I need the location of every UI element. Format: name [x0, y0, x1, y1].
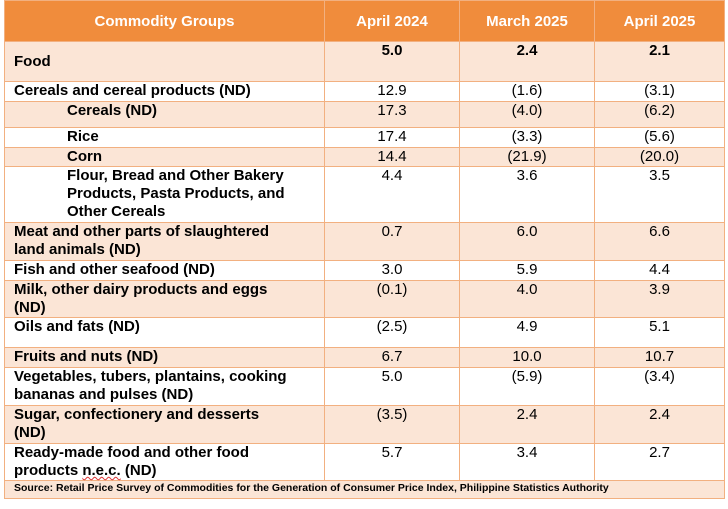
table-row: Ready-made food and other food products … [4, 443, 725, 481]
header-commodity-groups: Commodity Groups [4, 0, 325, 42]
cell-april-2024: 5.0 [324, 41, 460, 82]
table-row: Oils and fats (ND) (2.5) 4.9 5.1 [4, 317, 725, 348]
row-label: Rice [4, 127, 325, 148]
table-row: Milk, other dairy products and eggs (ND)… [4, 280, 725, 318]
row-label: Food [4, 41, 325, 82]
commodity-table-container: Commodity Groups April 2024 March 2025 A… [4, 0, 725, 499]
source-note: Source: Retail Price Survey of Commoditi… [4, 480, 725, 499]
row-label: Cereals and cereal products (ND) [4, 81, 325, 102]
source-row: Source: Retail Price Survey of Commoditi… [4, 480, 725, 499]
cell-april-2024: (3.5) [324, 405, 460, 444]
cell-april-2024: 6.7 [324, 347, 460, 368]
cell-march-2025: 4.9 [459, 317, 595, 348]
cell-april-2025: 4.4 [594, 260, 725, 281]
row-label: Ready-made food and other food products … [4, 443, 325, 481]
row-label: Vegetables, tubers, plantains, cooking b… [4, 367, 325, 406]
cell-april-2024: 5.0 [324, 367, 460, 406]
cell-april-2025: 3.5 [594, 166, 725, 223]
table-row: Rice 17.4 (3.3) (5.6) [4, 127, 725, 148]
header-april-2025: April 2025 [594, 0, 725, 42]
cell-april-2025: (3.1) [594, 81, 725, 102]
cell-march-2025: (4.0) [459, 101, 595, 128]
row-label-line: Products, Pasta Products, and [67, 185, 285, 202]
row-label-line: Vegetables, tubers, plantains, cooking [14, 368, 287, 385]
cell-april-2024: 17.3 [324, 101, 460, 128]
cell-april-2025: 10.7 [594, 347, 725, 368]
cell-march-2025: 10.0 [459, 347, 595, 368]
cell-april-2025: (20.0) [594, 147, 725, 167]
row-label-line: Meat and other parts of slaughtered [14, 223, 270, 240]
row-label: Corn [4, 147, 325, 167]
table-row: Fruits and nuts (ND) 6.7 10.0 10.7 [4, 347, 725, 368]
row-label: Meat and other parts of slaughtered land… [4, 222, 325, 261]
row-label: Flour, Bread and Other Bakery Products, … [4, 166, 325, 223]
cell-april-2024: 5.7 [324, 443, 460, 481]
row-label-line: land animals (ND) [14, 241, 141, 258]
cell-march-2025: (1.6) [459, 81, 595, 102]
table-row: Vegetables, tubers, plantains, cooking b… [4, 367, 725, 406]
cell-april-2025: 2.4 [594, 405, 725, 444]
header-april-2024: April 2024 [324, 0, 460, 42]
cell-april-2025: 2.7 [594, 443, 725, 481]
row-label-abbrev: n.e.c. [82, 462, 121, 479]
cell-april-2024: 4.4 [324, 166, 460, 223]
row-label: Sugar, confectionery and desserts (ND) [4, 405, 325, 444]
row-label-line: Flour, Bread and Other Bakery [67, 167, 284, 184]
table-row: Flour, Bread and Other Bakery Products, … [4, 166, 725, 223]
cell-april-2024: 14.4 [324, 147, 460, 167]
cell-march-2025: 6.0 [459, 222, 595, 261]
cell-march-2025: (21.9) [459, 147, 595, 167]
row-label: Fruits and nuts (ND) [4, 347, 325, 368]
row-label-line: Ready-made food and other food [14, 444, 250, 461]
cell-april-2025: 3.9 [594, 280, 725, 318]
table-row: Cereals (ND) 17.3 (4.0) (6.2) [4, 101, 725, 128]
row-label: Fish and other seafood (ND) [4, 260, 325, 281]
row-label-line: Milk, other dairy products and eggs [14, 281, 268, 298]
row-label: Milk, other dairy products and eggs (ND) [4, 280, 325, 318]
header-march-2025: March 2025 [459, 0, 595, 42]
row-label-line: (ND) [14, 299, 46, 316]
cell-march-2025: 2.4 [459, 41, 595, 82]
cell-april-2024: (0.1) [324, 280, 460, 318]
cell-april-2024: 12.9 [324, 81, 460, 102]
row-label-line: Sugar, confectionery and desserts [14, 406, 260, 423]
cell-april-2024: 17.4 [324, 127, 460, 148]
cell-march-2025: (5.9) [459, 367, 595, 406]
cell-april-2025: 5.1 [594, 317, 725, 348]
cell-april-2025: (5.6) [594, 127, 725, 148]
row-label-line: Other Cereals [67, 203, 166, 220]
row-label: Cereals (ND) [4, 101, 325, 128]
row-label-line: (ND) [14, 424, 46, 441]
cell-march-2025: 3.6 [459, 166, 595, 223]
cell-april-2025: 2.1 [594, 41, 725, 82]
row-label-line: (ND) [120, 462, 157, 479]
cell-april-2024: 3.0 [324, 260, 460, 281]
cell-april-2025: (3.4) [594, 367, 725, 406]
cell-march-2025: 5.9 [459, 260, 595, 281]
cell-march-2025: 3.4 [459, 443, 595, 481]
table-row: Fish and other seafood (ND) 3.0 5.9 4.4 [4, 260, 725, 281]
cell-april-2025: 6.6 [594, 222, 725, 261]
cell-march-2025: (3.3) [459, 127, 595, 148]
table-row: Cereals and cereal products (ND) 12.9 (1… [4, 81, 725, 102]
cell-march-2025: 4.0 [459, 280, 595, 318]
cell-april-2024: (2.5) [324, 317, 460, 348]
cell-march-2025: 2.4 [459, 405, 595, 444]
table-row: Meat and other parts of slaughtered land… [4, 222, 725, 261]
table-row: Sugar, confectionery and desserts (ND) (… [4, 405, 725, 444]
commodity-inflation-table: Commodity Groups April 2024 March 2025 A… [4, 0, 725, 499]
cell-april-2025: (6.2) [594, 101, 725, 128]
table-row-food: Food 5.0 2.4 2.1 [4, 41, 725, 82]
table-header-row: Commodity Groups April 2024 March 2025 A… [4, 0, 725, 42]
table-row: Corn 14.4 (21.9) (20.0) [4, 147, 725, 167]
cell-april-2024: 0.7 [324, 222, 460, 261]
row-label: Oils and fats (ND) [4, 317, 325, 348]
row-label-line: bananas and pulses (ND) [14, 386, 194, 403]
row-label-line: products [14, 462, 83, 479]
